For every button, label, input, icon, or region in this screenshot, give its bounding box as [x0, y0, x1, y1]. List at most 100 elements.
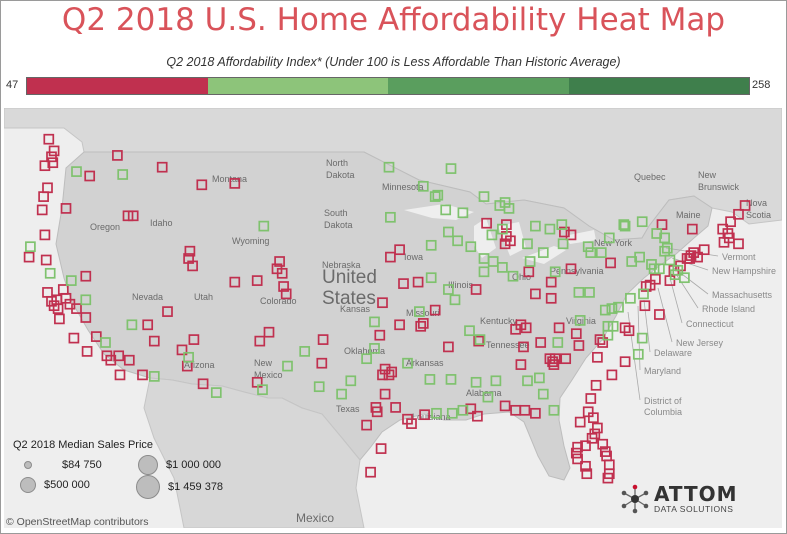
metro-marker-affordable[interactable] [599, 304, 611, 316]
metro-marker-unaffordable[interactable] [640, 281, 652, 292]
metro-marker-unaffordable[interactable] [519, 404, 531, 416]
metro-marker-unaffordable[interactable] [602, 472, 614, 484]
metro-marker-affordable[interactable] [490, 375, 502, 387]
metro-marker-unaffordable[interactable] [137, 369, 148, 381]
metro-marker-unaffordable[interactable] [443, 341, 454, 353]
metro-marker-affordable[interactable] [497, 223, 508, 235]
metro-marker-unaffordable[interactable] [317, 334, 329, 345]
metro-marker-affordable[interactable] [443, 284, 454, 295]
metro-marker-affordable[interactable] [602, 329, 614, 341]
metro-marker-affordable[interactable] [369, 343, 380, 354]
metro-marker-unaffordable[interactable] [229, 178, 241, 189]
map-canvas[interactable]: MontanaNorthDakotaMinnesotaSouthDakotaWy… [4, 108, 782, 528]
metro-marker-affordable[interactable] [457, 207, 469, 219]
metro-marker-affordable[interactable] [664, 254, 676, 266]
metro-marker-unaffordable[interactable] [386, 366, 398, 378]
metro-marker-unaffordable[interactable] [619, 356, 631, 368]
metro-marker-unaffordable[interactable] [60, 203, 72, 214]
metro-marker-affordable[interactable] [148, 371, 160, 382]
metro-marker-affordable[interactable] [452, 235, 463, 247]
metro-marker-unaffordable[interactable] [590, 379, 602, 391]
metro-marker-affordable[interactable] [606, 303, 618, 314]
metro-marker-affordable[interactable] [25, 241, 36, 253]
metro-marker-affordable[interactable] [522, 375, 533, 387]
metro-marker-unaffordable[interactable] [688, 247, 700, 258]
metro-marker-affordable[interactable] [431, 407, 442, 419]
metro-marker-affordable[interactable] [534, 372, 545, 384]
metro-marker-affordable[interactable] [429, 191, 441, 202]
metro-marker-affordable[interactable] [549, 266, 561, 278]
metro-marker-unaffordable[interactable] [739, 200, 751, 211]
metro-marker-unaffordable[interactable] [619, 322, 631, 334]
metro-marker-affordable[interactable] [126, 319, 138, 331]
metro-marker-unaffordable[interactable] [565, 229, 577, 241]
metro-marker-unaffordable[interactable] [717, 223, 729, 235]
metro-marker-affordable[interactable] [299, 346, 311, 357]
metro-marker-unaffordable[interactable] [412, 276, 424, 288]
metro-marker-affordable[interactable] [585, 247, 597, 258]
metro-marker-unaffordable[interactable] [589, 428, 601, 440]
metro-marker-unaffordable[interactable] [547, 356, 558, 368]
metro-marker-affordable[interactable] [613, 301, 624, 313]
metro-marker-affordable[interactable] [636, 216, 648, 228]
metro-marker-unaffordable[interactable] [278, 281, 289, 292]
metro-marker-unaffordable[interactable] [530, 288, 541, 300]
metro-marker-unaffordable[interactable] [280, 288, 292, 300]
metro-marker-unaffordable[interactable] [390, 402, 401, 413]
metro-marker-affordable[interactable] [482, 391, 494, 403]
metro-marker-unaffordable[interactable] [535, 337, 547, 348]
metro-marker-affordable[interactable] [465, 241, 477, 253]
metro-marker-affordable[interactable] [638, 288, 649, 300]
metro-marker-unaffordable[interactable] [370, 402, 382, 413]
metro-marker-affordable[interactable] [345, 375, 357, 387]
metro-marker-unaffordable[interactable] [654, 309, 665, 320]
metro-marker-unaffordable[interactable] [560, 353, 572, 365]
metro-marker-unaffordable[interactable] [114, 369, 126, 381]
metro-marker-unaffordable[interactable] [588, 412, 599, 424]
metro-marker-unaffordable[interactable] [429, 304, 441, 316]
metro-marker-affordable[interactable] [584, 287, 595, 298]
metro-marker-affordable[interactable] [548, 404, 560, 416]
metro-marker-unaffordable[interactable] [374, 329, 386, 341]
metro-marker-unaffordable[interactable] [518, 341, 529, 353]
metro-marker-affordable[interactable] [522, 238, 533, 250]
metro-marker-affordable[interactable] [425, 239, 437, 251]
metro-marker-unaffordable[interactable] [419, 409, 430, 421]
metro-marker-unaffordable[interactable] [379, 388, 391, 400]
metro-marker-affordable[interactable] [556, 219, 568, 230]
metro-marker-affordable[interactable] [183, 351, 194, 363]
metro-marker-unaffordable[interactable] [499, 400, 511, 412]
metro-marker-unaffordable[interactable] [465, 403, 477, 415]
metro-marker-unaffordable[interactable] [271, 263, 283, 275]
metro-marker-unaffordable[interactable] [316, 357, 328, 369]
metro-marker-affordable[interactable] [632, 348, 644, 360]
metro-marker-affordable[interactable] [557, 238, 569, 250]
metro-marker-unaffordable[interactable] [54, 313, 65, 325]
metro-marker-affordable[interactable] [432, 189, 444, 201]
metro-marker-affordable[interactable] [648, 263, 660, 275]
metro-marker-affordable[interactable] [679, 272, 690, 284]
metro-marker-affordable[interactable] [634, 251, 645, 263]
metro-marker-unaffordable[interactable] [383, 369, 395, 381]
metro-marker-unaffordable[interactable] [176, 344, 188, 356]
metro-marker-unaffordable[interactable] [197, 378, 209, 390]
metro-marker-affordable[interactable] [457, 404, 469, 416]
metro-marker-unaffordable[interactable] [580, 440, 591, 452]
metro-marker-unaffordable[interactable] [398, 278, 409, 289]
metro-marker-affordable[interactable] [625, 292, 636, 304]
metro-marker-affordable[interactable] [336, 388, 347, 400]
metro-marker-unaffordable[interactable] [42, 287, 53, 298]
metro-marker-unaffordable[interactable] [48, 145, 60, 157]
metro-marker-unaffordable[interactable] [523, 266, 535, 278]
metro-marker-affordable[interactable] [497, 262, 508, 273]
metro-marker-unaffordable[interactable] [520, 322, 532, 334]
metro-marker-unaffordable[interactable] [39, 229, 51, 241]
metro-marker-affordable[interactable] [618, 219, 630, 230]
metro-marker-affordable[interactable] [445, 374, 457, 385]
metro-marker-unaffordable[interactable] [39, 160, 51, 172]
metro-marker-affordable[interactable] [44, 267, 56, 279]
metro-marker-unaffordable[interactable] [84, 170, 96, 182]
metro-marker-unaffordable[interactable] [274, 256, 285, 267]
metro-marker-affordable[interactable] [464, 325, 475, 337]
metro-marker-affordable[interactable] [446, 407, 458, 419]
